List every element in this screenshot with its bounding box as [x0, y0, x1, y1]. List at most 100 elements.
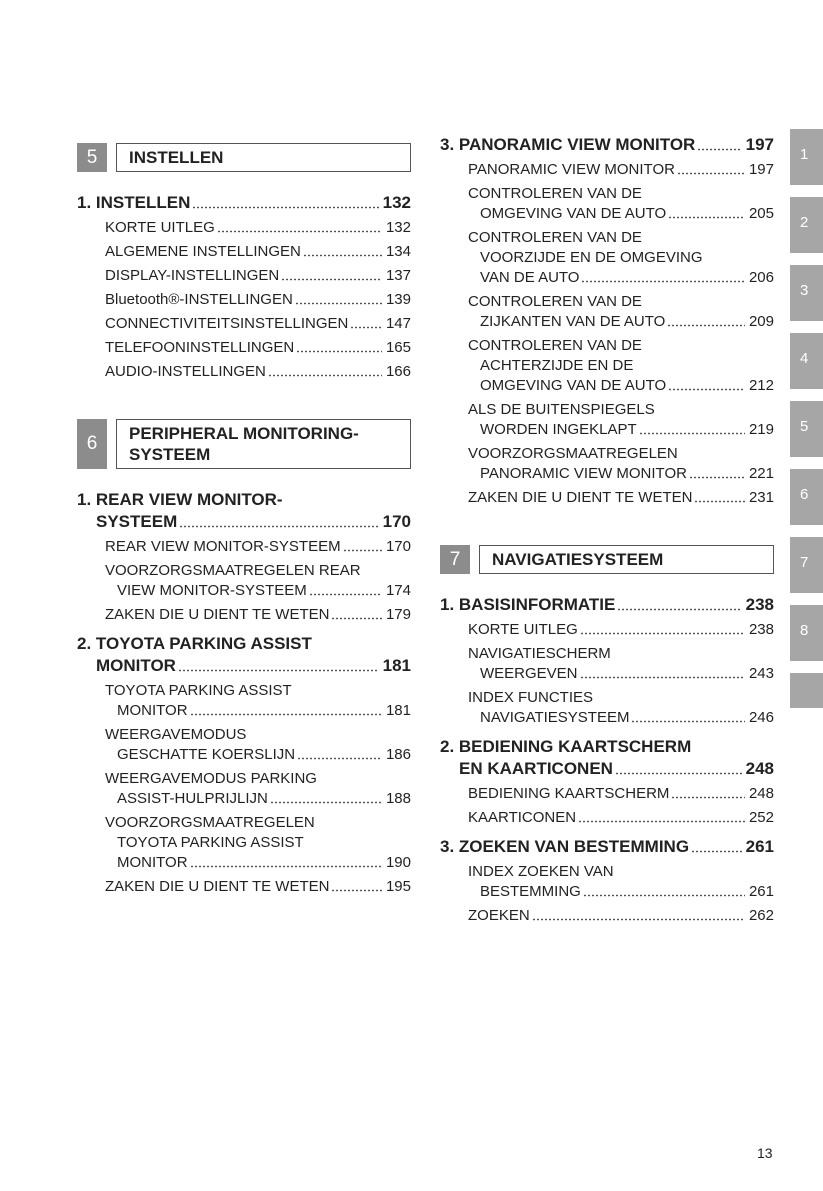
entry-list: REAR VIEW MONITOR-SYSTEEM 170 VOORZORGSMAA… [105, 537, 411, 625]
dot-leader [631, 720, 745, 723]
entry-row: REAR VIEW MONITOR-SYSTEEM 170 [105, 537, 411, 557]
entry-text: AUDIO-INSTELLINGEN [105, 363, 266, 380]
chapter-heading: 3. ZOEKEN VAN BESTEMMING 261 [440, 836, 774, 858]
entry-text: ZAKEN DIE U DIENT TE WETEN [105, 606, 330, 623]
side-tab: 6 [790, 469, 823, 525]
section-title: PERIPHERAL MONITORING- SYSTEEM [116, 419, 411, 469]
entry-text: ALS DE BUITENSPIEGELS [468, 401, 655, 418]
side-tab-label: 8 [800, 622, 809, 639]
chapter-text: 1. BASISINFORMATIE [440, 595, 616, 614]
dot-leader [582, 894, 745, 897]
entry-row: CONNECTIVITEITSINSTELLINGEN 147 [105, 314, 411, 334]
page-ref: 181 [382, 656, 411, 675]
entry-row: PANORAMIC VIEW MONITOR 221 [468, 464, 774, 484]
entry-text: NAVIGATIESCHERM [468, 645, 611, 662]
toc-entry: INDEX ZOEKEN VAN BESTEMMING 261 [468, 862, 774, 902]
dot-leader [192, 206, 379, 209]
chapter-row: MONITOR 181 [77, 655, 411, 677]
page-ref: 221 [748, 465, 774, 482]
page-ref: 248 [745, 759, 774, 778]
left-column: 5 INSTELLEN 1. INSTELLEN 132 KORTE UITLEG 132… [77, 143, 411, 897]
entry-text: VIEW MONITOR-SYSTEEM [117, 582, 307, 599]
side-tab [790, 673, 823, 708]
dot-leader [331, 617, 382, 620]
page-ref: 186 [385, 746, 411, 763]
chapter-text: SYSTEEM [96, 512, 178, 531]
page-ref: 132 [382, 193, 411, 212]
entry-text: REAR VIEW MONITOR-SYSTEEM [105, 538, 341, 555]
entry-text: VAN DE AUTO [480, 269, 580, 286]
entry-text: KORTE UITLEG [105, 219, 215, 236]
entry-row: OMGEVING VAN DE AUTO 212 [468, 376, 774, 396]
side-tab: 4 [790, 333, 823, 389]
dot-leader [308, 593, 382, 596]
page-ref: 212 [748, 377, 774, 394]
section-title-line: NAVIGATIESYSTEEM [492, 550, 664, 569]
chapter-text: EN KAARTICONEN [459, 759, 613, 778]
page-ref: 166 [385, 363, 411, 380]
entry-text: MONITOR [117, 702, 188, 719]
entry-text: OMGEVING VAN DE AUTO [480, 205, 667, 222]
side-tab: 2 [790, 197, 823, 253]
toc-entry: BEDIENING KAARTSCHERM 248 [468, 784, 774, 804]
dot-leader [691, 850, 742, 853]
entry-text: ALGEMENE INSTELLINGEN [105, 243, 301, 260]
entry-text: WORDEN INGEKLAPT [480, 421, 637, 438]
entry-text: WEERGAVEMODUS PARKING [105, 770, 317, 787]
page-number: 13 [757, 1145, 773, 1161]
entry-text: CONTROLEREN VAN DE [468, 293, 642, 310]
page-ref: 261 [745, 837, 774, 856]
chapter-heading: 2. BEDIENING KAARTSCHERM EN KAARTICONEN 24… [440, 736, 774, 780]
toc-entry: AUDIO-INSTELLINGEN 166 [105, 362, 411, 382]
side-tab-label: 1 [800, 146, 809, 163]
entry-text: VOORZORGSMAATREGELEN [105, 814, 315, 831]
toc-entry: REAR VIEW MONITOR-SYSTEEM 170 [105, 537, 411, 557]
entry-text: DISPLAY-INSTELLINGEN [105, 267, 280, 284]
dot-leader [671, 796, 745, 799]
toc-entry: VOORZORGSMAATREGELEN PANORAMIC VIEW MONIT… [468, 444, 774, 484]
chapter-heading: 1. REAR VIEW MONITOR- SYSTEEM 170 [77, 489, 411, 533]
page-ref: 238 [748, 621, 774, 638]
entry-list: KORTE UITLEG 132 ALGEMENE INSTELLINGEN 134 D… [105, 218, 411, 382]
entry-text: INDEX ZOEKEN VAN [468, 863, 614, 880]
chapter-heading: 2. TOYOTA PARKING ASSIST MONITOR 181 [77, 633, 411, 677]
page-ref: 209 [748, 313, 774, 330]
chapter-row: 1. INSTELLEN 132 [77, 192, 411, 214]
right-column: 3. PANORAMIC VIEW MONITOR 197 PANORAMIC VI… [440, 134, 774, 926]
entry-text: GESCHATTE KOERSLIJN [117, 746, 296, 763]
page-ref: 197 [745, 135, 774, 154]
entry-row: DISPLAY-INSTELLINGEN 137 [105, 266, 411, 286]
page-ref: 170 [385, 538, 411, 555]
dot-leader [697, 148, 742, 151]
entry-row: MONITOR 181 [105, 701, 411, 721]
entry-text: PANORAMIC VIEW MONITOR [480, 465, 687, 482]
entry-list: BEDIENING KAARTSCHERM 248 KAARTICONEN 252 [468, 784, 774, 828]
page-ref: 262 [748, 907, 774, 924]
entry-row: MONITOR 190 [105, 853, 411, 873]
page-ref: 248 [748, 785, 774, 802]
entry-text: TOYOTA PARKING ASSIST [105, 682, 292, 699]
toc-entry: KORTE UITLEG 132 [105, 218, 411, 238]
chapter-text: 2. BEDIENING KAARTSCHERM [440, 737, 692, 756]
entry-text: ZAKEN DIE U DIENT TE WETEN [105, 878, 330, 895]
toc-entry: CONTROLEREN VAN DE OMGEVING VAN DE AUTO 20… [468, 184, 774, 224]
page-ref: 190 [385, 854, 411, 871]
entry-text: CONTROLEREN VAN DE [468, 229, 642, 246]
page-ref: 231 [748, 489, 774, 506]
toc-entry: DISPLAY-INSTELLINGEN 137 [105, 266, 411, 286]
entry-text: ASSIST-HULPRIJLIJN [117, 790, 268, 807]
entry-text: VOORZIJDE EN DE OMGEVING [480, 249, 703, 266]
side-tab: 8 [790, 605, 823, 661]
dot-leader [579, 632, 745, 635]
page-ref: 174 [385, 582, 411, 599]
entry-row: KORTE UITLEG 132 [105, 218, 411, 238]
dot-leader [617, 608, 742, 611]
section-number: 6 [77, 419, 107, 469]
chapter-row: SYSTEEM 170 [77, 511, 411, 533]
dot-leader [269, 801, 382, 804]
dot-leader [267, 374, 382, 377]
entry-text: KAARTICONEN [468, 809, 577, 826]
chapter-row: EN KAARTICONEN 248 [440, 758, 774, 780]
dot-leader [350, 326, 382, 329]
toc-entry: ZAKEN DIE U DIENT TE WETEN 231 [468, 488, 774, 508]
